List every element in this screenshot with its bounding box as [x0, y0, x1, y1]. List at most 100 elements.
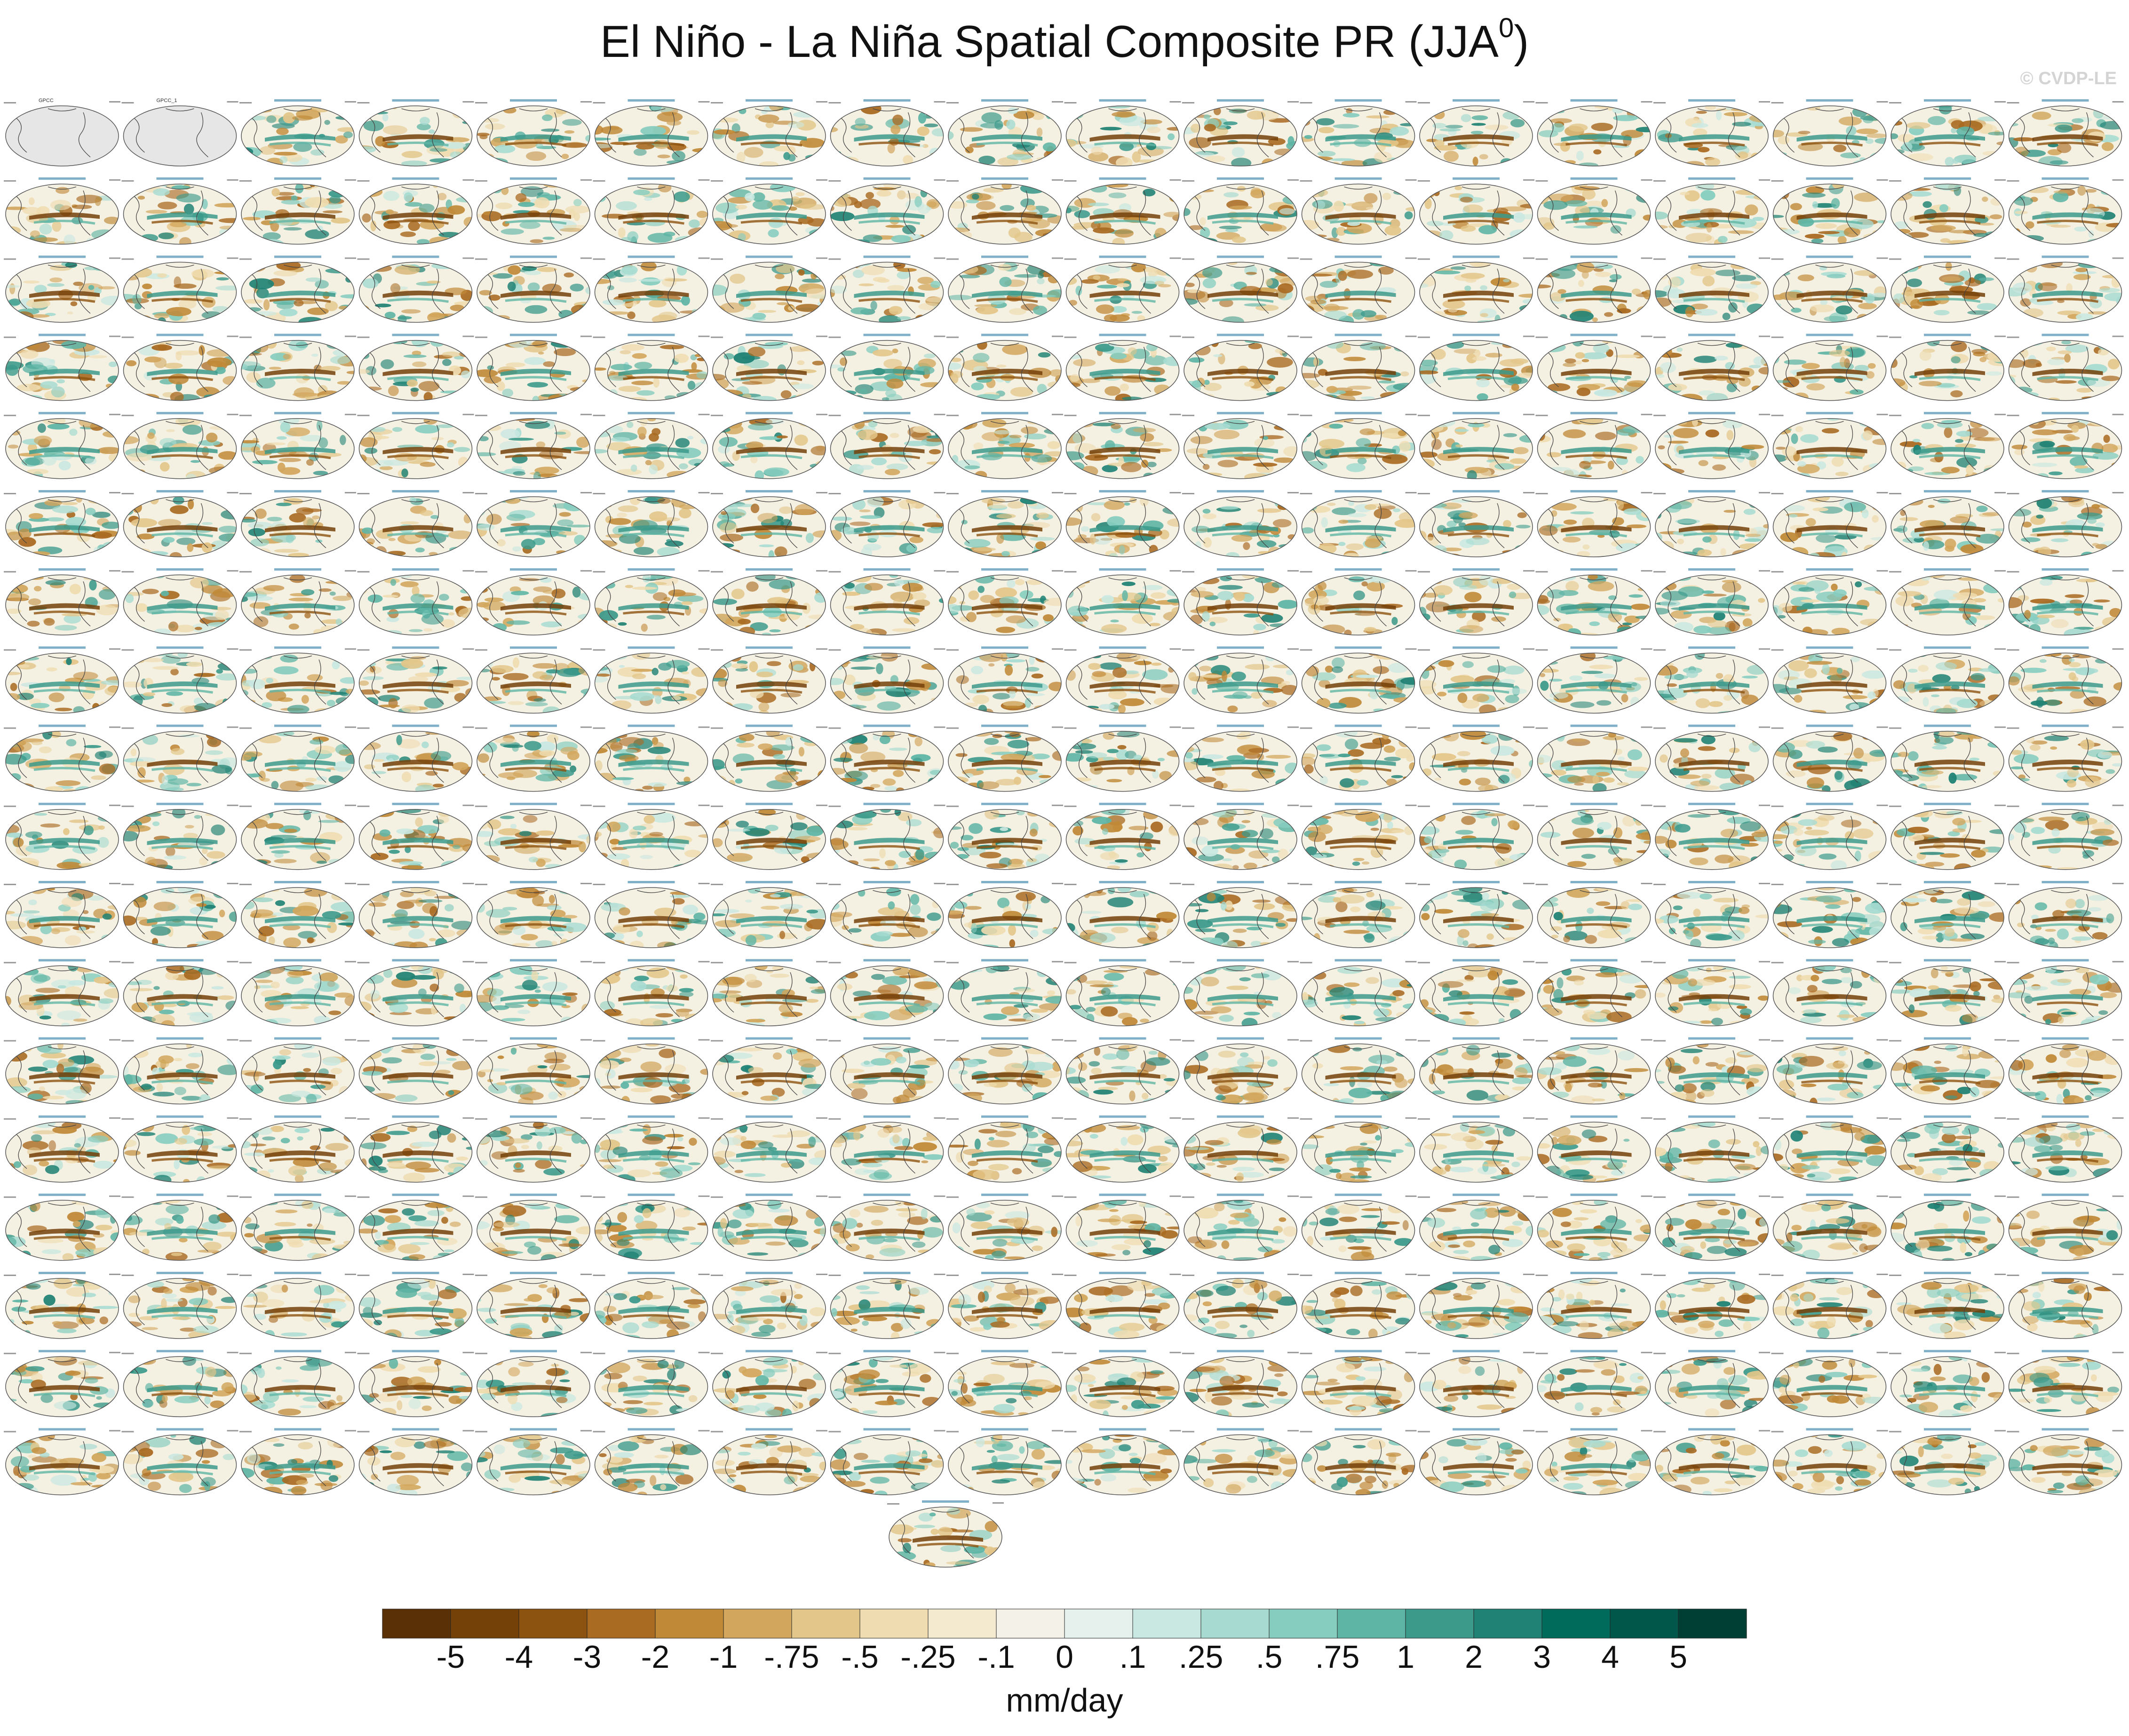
panel-stat-mark [462, 1430, 474, 1432]
map-panel [711, 1115, 827, 1183]
map-panel [357, 177, 474, 245]
map-panel [1418, 646, 1534, 714]
panel-years-mark [4, 102, 16, 103]
panel-stat-mark [580, 413, 592, 415]
panel-stat-mark [227, 1039, 238, 1041]
map-panel [1535, 412, 1652, 479]
panel-stat-mark [1169, 179, 1181, 181]
panel-title-mark [1570, 568, 1618, 571]
panel-stat-mark [1994, 648, 2006, 650]
map-panel [946, 1193, 1063, 1261]
panel-stat-mark [1169, 1117, 1181, 1119]
map-panel [4, 1428, 120, 1496]
map-panel [1064, 255, 1181, 323]
panel-title-mark [1217, 568, 1264, 571]
panel-years-mark [1889, 1118, 1901, 1120]
panel-stat-mark [580, 257, 592, 259]
panel-title-mark [1570, 646, 1618, 649]
panel-years-mark [239, 962, 252, 964]
map-panel [1300, 490, 1417, 557]
map-panel [1889, 802, 2006, 870]
panel-years-mark [1418, 649, 1430, 651]
panel-years-mark [357, 962, 370, 964]
panel-stat-mark [580, 179, 592, 181]
panel-years-mark [1889, 1353, 1901, 1355]
map-panel [1182, 1193, 1299, 1261]
map-panel [1182, 568, 1299, 635]
map-panel [475, 881, 592, 948]
map-panel [1300, 255, 1417, 323]
panel-years-mark [2007, 1118, 2019, 1120]
panel-stat-mark [1876, 1039, 1888, 1041]
panel-title-mark [392, 881, 439, 883]
panel-years-mark [946, 962, 959, 964]
panel-title-mark [746, 255, 793, 258]
map-panel [946, 802, 1063, 870]
panel-years-mark [1064, 414, 1077, 416]
panel-stat-mark [227, 101, 238, 103]
panel-title-mark [274, 255, 321, 258]
map-panel [1535, 1272, 1652, 1339]
map-panel [4, 959, 120, 1026]
panel-title-mark [39, 333, 86, 336]
panel-stat-mark [1641, 648, 1652, 650]
panel-stat-mark [1523, 101, 1534, 103]
panel-years-mark [121, 1353, 134, 1355]
panel-years-mark [4, 1275, 16, 1276]
panel-years-mark [1771, 1431, 1784, 1433]
panel-title-mark [1924, 1350, 1971, 1353]
panel-stat-mark [698, 1430, 710, 1432]
panel-stat-mark [345, 1352, 356, 1354]
panel-title-mark [863, 1350, 911, 1353]
map-panel [1418, 333, 1534, 401]
panel-years-mark [475, 962, 487, 964]
panel-title: GPCC_1 [157, 98, 177, 103]
panel-stat-mark [2112, 1039, 2124, 1041]
map-panel [593, 1037, 710, 1105]
panel-years-mark [1771, 805, 1784, 807]
map-panel [1300, 646, 1417, 714]
panel-stat-mark [345, 1274, 356, 1275]
panel-years-mark [121, 571, 134, 573]
panel-years-mark [121, 1040, 134, 1042]
panel-years-mark [828, 1431, 841, 1433]
map-panel [1771, 412, 1888, 479]
panel-title-mark [1924, 646, 1971, 649]
panel-stat-mark [227, 1195, 238, 1197]
panel-stat-mark [816, 257, 827, 259]
panel-years-mark [475, 258, 487, 260]
map-panel [239, 99, 356, 166]
map-panel [1064, 333, 1181, 401]
panel-stat-mark [109, 101, 120, 103]
panel-title-mark [2042, 255, 2089, 258]
panel-years-mark [593, 1275, 605, 1276]
panel-title-mark [1099, 333, 1146, 336]
panel-title-mark [1217, 1115, 1264, 1118]
panel-years-mark [1300, 414, 1312, 416]
colorbar-swatch [450, 1609, 519, 1639]
panel-title-mark [1806, 959, 1853, 962]
panel-stat-mark [1405, 1274, 1417, 1275]
title-close-paren: ) [1514, 16, 1529, 67]
colorbar-swatch [1200, 1609, 1270, 1639]
map-panel [593, 959, 710, 1026]
panel-stat-mark [227, 179, 238, 181]
panel-years-mark [1064, 884, 1077, 885]
page-title: El Niño - La Niña Spatial Composite PR (… [0, 13, 2129, 67]
panel-years-mark [1064, 571, 1077, 573]
panel-stat-mark [698, 1274, 710, 1275]
map-panel [711, 412, 827, 479]
panel-stat-mark [698, 883, 710, 884]
panel-years-mark [1182, 1118, 1194, 1120]
panel-stat-mark [1287, 1274, 1299, 1275]
panel-stat-mark [1876, 1117, 1888, 1119]
panel-stat-mark [1641, 1039, 1652, 1041]
panel-years-mark [1771, 1196, 1784, 1198]
panel-stat-mark [345, 257, 356, 259]
panel-stat-mark [462, 1274, 474, 1275]
map-panel [239, 1193, 356, 1261]
panel-title-mark [1099, 802, 1146, 805]
map-panel [1535, 724, 1652, 792]
panel-stat-mark [109, 961, 120, 963]
map-panel [357, 1350, 474, 1417]
